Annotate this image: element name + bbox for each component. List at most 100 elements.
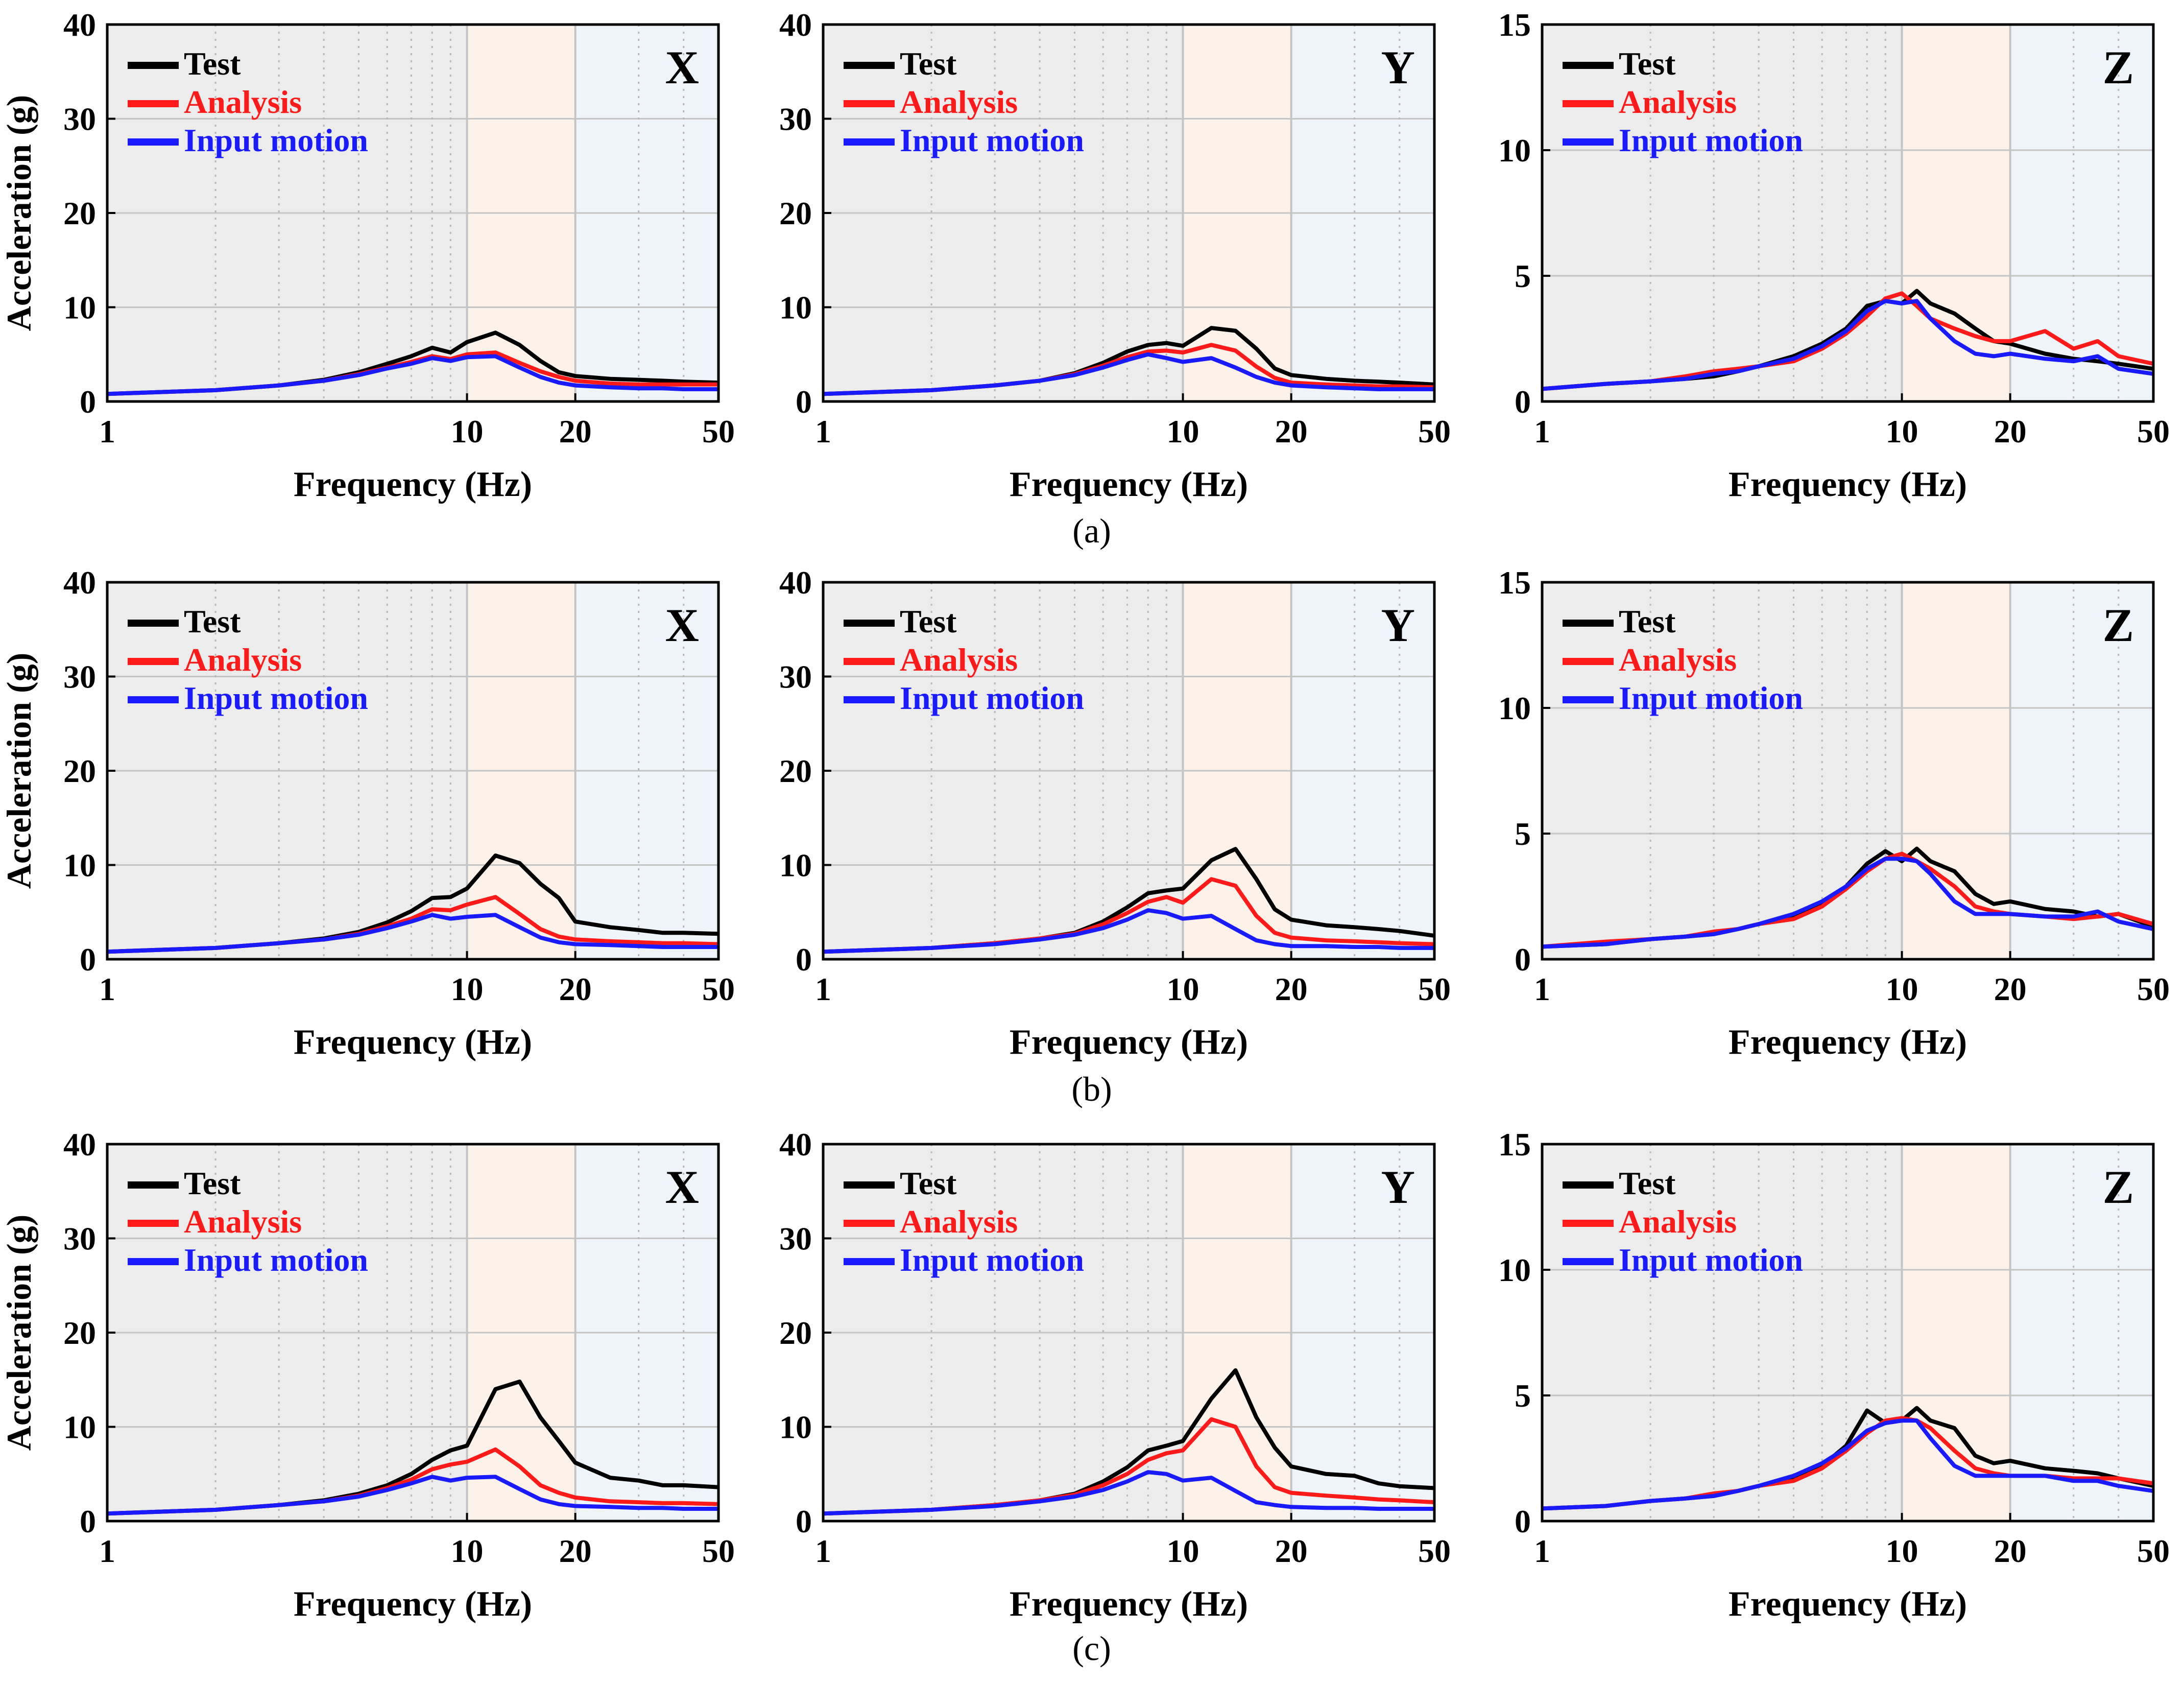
series-line-input-motion bbox=[823, 1470, 1434, 1516]
y-tick-label: 10 bbox=[1498, 1252, 1531, 1288]
chart-panel-a-Z: 1 10 20 50 0 5 10 15 Frequency (Hz) Z TestAnalysis… bbox=[1498, 7, 2170, 504]
panel-direction-label: Z bbox=[2103, 599, 2134, 651]
series-group bbox=[1542, 289, 2153, 391]
chart-panel-c-Z: 1 10 20 50 0 5 10 15 Frequency (Hz) Z TestAnalysis… bbox=[1498, 1126, 2170, 1624]
y-tick-label: 40 bbox=[779, 1126, 812, 1163]
panel-direction-label: Y bbox=[1381, 1161, 1415, 1213]
chart-panel-c-Y: 1 10 20 50 0 10 20 30 40 Frequency (Hz) Y TestAnaly… bbox=[779, 1126, 1451, 1624]
y-tick-label: 40 bbox=[63, 564, 96, 601]
x-axis-label: Frequency (Hz) bbox=[294, 465, 532, 504]
legend-entry: Test bbox=[1619, 45, 1676, 82]
x-tick-label: 50 bbox=[2137, 413, 2170, 449]
y-tick-label: 30 bbox=[63, 659, 96, 695]
row-label: (b) bbox=[1071, 1070, 1112, 1108]
legend-entry: Input motion bbox=[1619, 680, 1803, 716]
chart-panel-a-Y: 1 10 20 50 0 10 20 30 40 Frequency (Hz) Y TestAnaly… bbox=[779, 7, 1451, 504]
y-tick-label: 20 bbox=[779, 1315, 812, 1351]
legend-entry: Test bbox=[900, 1165, 957, 1201]
legend-entry: Input motion bbox=[184, 122, 368, 158]
x-tick-label: 10 bbox=[1167, 1533, 1199, 1569]
frequency-band bbox=[1902, 1144, 2010, 1521]
y-tick-label: 40 bbox=[779, 7, 812, 43]
series-line-input-motion bbox=[107, 354, 718, 396]
x-tick-label: 10 bbox=[1167, 971, 1199, 1007]
x-tick-label: 50 bbox=[2137, 971, 2170, 1007]
x-tick-label: 20 bbox=[559, 1533, 592, 1569]
frequency-band bbox=[2010, 1144, 2153, 1521]
y-tick-label: 10 bbox=[779, 1409, 812, 1445]
y-tick-label: 5 bbox=[1515, 258, 1531, 294]
y-tick-label: 10 bbox=[63, 1409, 96, 1445]
y-tick-label: 15 bbox=[1498, 1126, 1531, 1163]
series-group bbox=[823, 847, 1434, 954]
x-tick-label: 1 bbox=[1534, 1533, 1550, 1569]
series-line-analysis bbox=[1542, 291, 2153, 391]
y-tick-label: 20 bbox=[63, 195, 96, 231]
y-tick-label: 30 bbox=[63, 101, 96, 137]
series-group bbox=[823, 326, 1434, 396]
legend-entry: Analysis bbox=[184, 84, 302, 120]
y-tick-label: 30 bbox=[779, 659, 812, 695]
panel-direction-label: X bbox=[665, 1161, 699, 1213]
x-tick-label: 50 bbox=[2137, 1533, 2170, 1569]
y-tick-label: 10 bbox=[63, 847, 96, 884]
frequency-band bbox=[1902, 582, 2010, 959]
frequency-band bbox=[2010, 582, 2153, 959]
series-group bbox=[823, 1368, 1434, 1516]
x-tick-label: 50 bbox=[702, 413, 735, 449]
y-tick-label: 0 bbox=[80, 941, 96, 978]
x-tick-label: 1 bbox=[815, 413, 831, 449]
series-group bbox=[107, 330, 718, 396]
series-line-input-motion bbox=[823, 908, 1434, 954]
legend-entry: Test bbox=[1619, 1165, 1676, 1201]
chart-panel-b-X: 1 10 20 50 0 10 20 30 40 Frequency (Hz) Accelerati… bbox=[0, 564, 735, 1062]
x-axis-label: Frequency (Hz) bbox=[294, 1023, 532, 1062]
x-tick-label: 20 bbox=[1275, 1533, 1308, 1569]
series-line-input-motion bbox=[107, 913, 718, 954]
panel-direction-label: X bbox=[665, 41, 699, 93]
x-tick-label: 50 bbox=[1418, 413, 1451, 449]
y-tick-label: 0 bbox=[1515, 384, 1531, 420]
x-tick-label: 10 bbox=[1886, 971, 1918, 1007]
chart-panel-c-X: 1 10 20 50 0 10 20 30 40 Frequency (Hz) Accelerati… bbox=[0, 1126, 735, 1624]
chart-panel-b-Y: 1 10 20 50 0 10 20 30 40 Frequency (Hz) Y TestAnaly… bbox=[779, 564, 1451, 1062]
x-tick-label: 10 bbox=[451, 971, 484, 1007]
legend-entry: Test bbox=[184, 1165, 241, 1201]
x-tick-label: 10 bbox=[451, 1533, 484, 1569]
legend-entry: Test bbox=[900, 45, 957, 82]
legend-entry: Analysis bbox=[900, 1203, 1018, 1240]
series-line-input-motion bbox=[1542, 857, 2153, 949]
y-tick-label: 0 bbox=[796, 384, 812, 420]
x-tick-label: 20 bbox=[559, 971, 592, 1007]
y-tick-label: 0 bbox=[796, 1503, 812, 1539]
legend-entry: Input motion bbox=[1619, 1242, 1803, 1278]
x-tick-label: 1 bbox=[99, 1533, 115, 1569]
legend-entry: Input motion bbox=[900, 680, 1084, 716]
y-axis-label: Acceleration (g) bbox=[0, 653, 38, 889]
legend-entry: Analysis bbox=[184, 1203, 302, 1240]
x-tick-label: 20 bbox=[1994, 413, 2027, 449]
y-tick-label: 40 bbox=[63, 1126, 96, 1163]
series-line-input-motion bbox=[823, 352, 1434, 396]
x-tick-label: 50 bbox=[1418, 971, 1451, 1007]
y-tick-label: 20 bbox=[779, 195, 812, 231]
axes-frame bbox=[1541, 1143, 2155, 1523]
y-tick-label: 10 bbox=[1498, 132, 1531, 169]
x-axis-label: Frequency (Hz) bbox=[1010, 1023, 1248, 1062]
y-tick-label: 40 bbox=[63, 7, 96, 43]
y-tick-label: 40 bbox=[779, 564, 812, 601]
y-tick-label: 0 bbox=[1515, 941, 1531, 978]
legend-entry: Test bbox=[184, 603, 241, 639]
y-tick-label: 20 bbox=[63, 1315, 96, 1351]
legend-entry: Test bbox=[900, 603, 957, 639]
x-tick-label: 1 bbox=[1534, 413, 1550, 449]
chart-panel-a-X: 1 10 20 50 0 10 20 30 40 Frequency (Hz) Accelerati… bbox=[0, 7, 735, 504]
series-group bbox=[1542, 846, 2153, 949]
x-tick-label: 20 bbox=[559, 413, 592, 449]
frequency-band bbox=[2010, 25, 2153, 401]
series-line-input-motion bbox=[107, 1475, 718, 1516]
